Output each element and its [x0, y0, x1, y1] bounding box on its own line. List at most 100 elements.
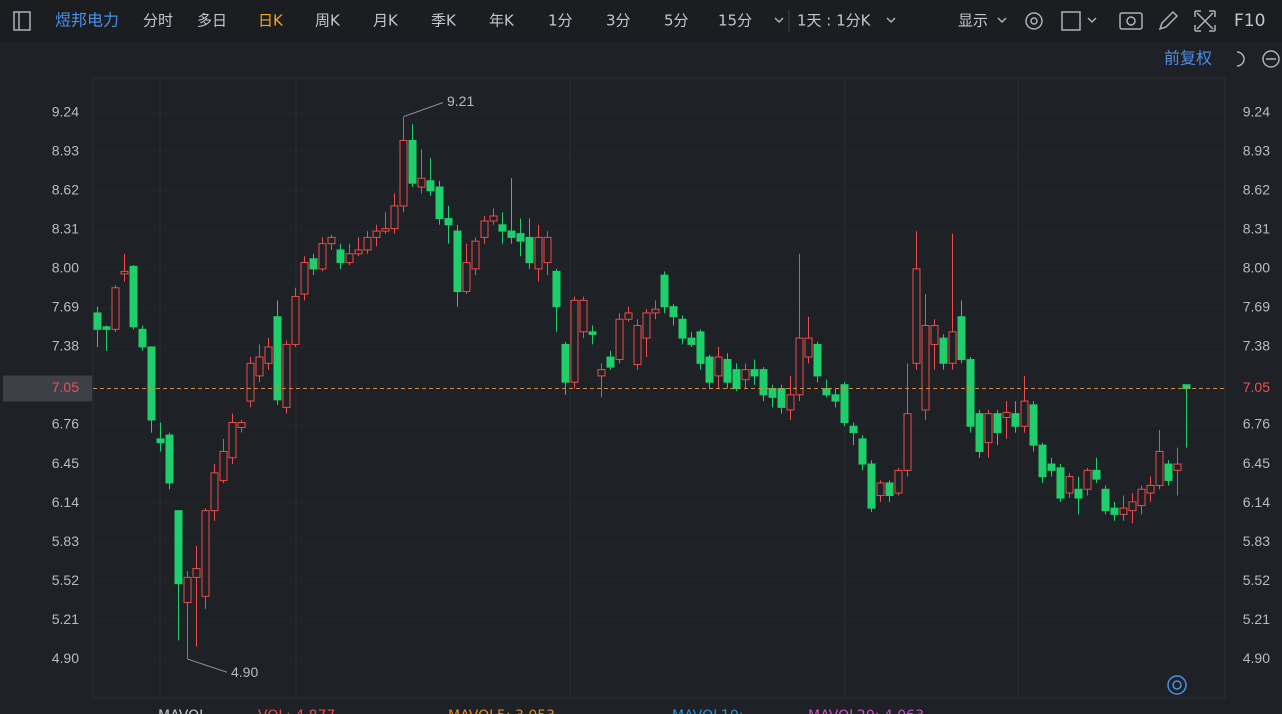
- candle-body: [1020, 400, 1029, 427]
- candle-body: [381, 228, 390, 232]
- period-tab[interactable]: 5分: [664, 12, 689, 30]
- candle-body: [723, 359, 732, 383]
- current-price-label-left: 7.05: [52, 379, 79, 395]
- candle-body: [201, 510, 210, 597]
- candle-body: [885, 482, 894, 497]
- toolbar: [0, 0, 1282, 42]
- candle-body: [525, 236, 534, 264]
- candle-body: [174, 510, 183, 585]
- y-tick-label-left: 9.24: [52, 103, 79, 119]
- candle-body: [714, 356, 723, 377]
- draw-box-icon[interactable]: [1061, 11, 1081, 31]
- y-tick-label-right: 4.90: [1243, 650, 1270, 666]
- candle-body: [840, 384, 849, 423]
- candle-body: [120, 270, 129, 275]
- candle-body: [1011, 413, 1020, 427]
- fullscreen-icon[interactable]: [1194, 10, 1216, 32]
- candle-body: [849, 425, 858, 434]
- candle-body: [129, 265, 138, 328]
- candle-body: [1083, 469, 1092, 490]
- candle-body: [669, 306, 678, 318]
- period-tab[interactable]: 季K: [431, 12, 457, 30]
- period-tab[interactable]: 分时: [143, 12, 173, 30]
- candle-body: [318, 243, 327, 270]
- period-tab[interactable]: 15分: [718, 12, 752, 30]
- candle-body: [561, 343, 570, 383]
- settings-icon-core: [1030, 17, 1038, 25]
- y-tick-label-left: 6.76: [52, 416, 79, 432]
- stock-name[interactable]: 煜邦电力: [55, 11, 119, 30]
- candle-body: [570, 299, 579, 383]
- undo-icon[interactable]: [1236, 51, 1245, 67]
- period-tab[interactable]: 1分: [548, 12, 573, 30]
- period-tab[interactable]: 日K: [258, 12, 284, 30]
- y-tick-label-right: 7.69: [1243, 299, 1270, 315]
- candle-body: [1137, 488, 1146, 507]
- candle-body: [534, 236, 543, 270]
- period-tabs: 分时 多日 日K 周K 月K 季K 年K 1分 3分 5分 15分: [143, 12, 752, 30]
- current-price-box: [3, 375, 92, 402]
- candle-body: [93, 312, 102, 330]
- y-tick-label-left: 5.52: [52, 572, 79, 588]
- y-tick-label-right: 8.93: [1243, 142, 1270, 158]
- candle-body: [516, 233, 525, 242]
- camera-lens: [1126, 16, 1136, 26]
- candle-body: [759, 369, 768, 396]
- candle-body: [588, 331, 597, 335]
- display-menu[interactable]: 显示: [958, 12, 988, 30]
- candle-body: [354, 249, 363, 255]
- y-tick-label-right: 6.76: [1243, 416, 1270, 432]
- y-tick-label-right: 5.83: [1243, 533, 1270, 549]
- sidebar-toggle[interactable]: [13, 11, 31, 31]
- indicator-bar: MAVOL VOL: 4,877 MAVOL5: 3,053 MAVOL10: MAVO…: [158, 708, 924, 714]
- current-price-label-right: 7.05: [1243, 379, 1270, 395]
- candle-body: [741, 369, 750, 381]
- camera-icon[interactable]: [1119, 12, 1143, 30]
- candle-body: [984, 413, 993, 444]
- y-tick-label-left: 8.31: [52, 221, 79, 237]
- candle-body: [579, 299, 588, 333]
- close-icon[interactable]: [1262, 50, 1280, 68]
- settings-icon[interactable]: [1025, 12, 1043, 30]
- adjust-mode[interactable]: 前复权: [1164, 49, 1212, 68]
- candle-body: [633, 325, 642, 366]
- pen-icon[interactable]: [1158, 10, 1179, 31]
- candle-body: [462, 262, 471, 293]
- y-tick-label-left: 8.62: [52, 182, 79, 198]
- candle-body: [858, 438, 867, 465]
- period-tab[interactable]: 年K: [489, 12, 515, 30]
- y-tick-label-left: 8.93: [52, 142, 79, 158]
- y-tick-label-left: 6.45: [52, 455, 79, 471]
- candle-body: [309, 258, 318, 270]
- interval-select[interactable]: 1天 : 1分K: [797, 12, 872, 30]
- candle-body: [1002, 411, 1011, 418]
- y-tick-label-right: 8.31: [1243, 221, 1270, 237]
- candle-body: [678, 318, 687, 339]
- period-tab[interactable]: 月K: [373, 12, 399, 30]
- period-tab[interactable]: 3分: [606, 12, 631, 30]
- candle-body: [777, 388, 786, 408]
- period-tab[interactable]: 多日: [197, 12, 227, 30]
- candle-body: [1029, 404, 1038, 446]
- f10-button[interactable]: F10: [1234, 11, 1265, 31]
- min-pointer: [187, 658, 228, 673]
- y-tick-label-left: 6.14: [52, 494, 79, 510]
- candle-body: [507, 230, 516, 238]
- more-periods[interactable]: [774, 17, 784, 24]
- candle-body: [966, 359, 975, 427]
- y-tick-label-right: 6.14: [1243, 494, 1270, 510]
- candle-body: [948, 331, 957, 364]
- candle-body: [957, 316, 966, 361]
- indicator-label: MAVOL5: 3,053: [448, 708, 555, 714]
- max-pointer: [403, 102, 444, 117]
- period-tab[interactable]: 周K: [315, 12, 341, 30]
- candle-body: [930, 325, 939, 345]
- candle-body: [804, 337, 813, 358]
- candle-body: [597, 369, 606, 377]
- locate-icon[interactable]: [1167, 675, 1187, 695]
- candle-body: [894, 469, 903, 494]
- candle-body: [264, 346, 273, 364]
- interval-arrow: [886, 17, 896, 24]
- indicator-label: MAVOL10:: [672, 708, 743, 714]
